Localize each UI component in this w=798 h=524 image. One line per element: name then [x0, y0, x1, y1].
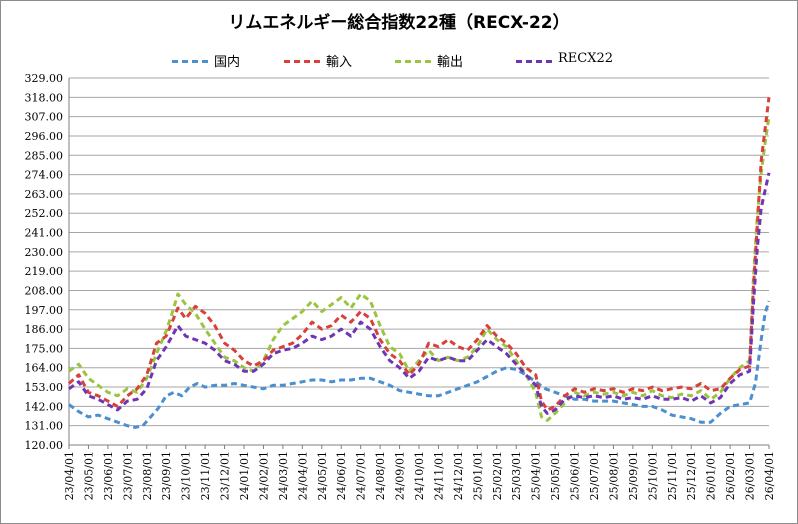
series-line-recx22 [68, 172, 771, 415]
legend-label-export: 輸出 [437, 55, 464, 70]
x-tick-label: 24/10/01 [413, 451, 426, 500]
x-tick-label: 24/05/01 [316, 451, 329, 500]
legend-swatch-import [284, 60, 320, 63]
y-tick-label: 208.00 [25, 284, 64, 297]
y-tick-label: 186.00 [25, 323, 64, 336]
x-tick-label: 25/12/01 [685, 451, 698, 500]
x-tick-label: 23/12/01 [219, 451, 232, 500]
legend-swatch-export [395, 60, 431, 63]
x-tick-label: 24/08/01 [374, 451, 387, 500]
x-tick-label: 24/01/01 [238, 451, 251, 500]
x-tick-label: 25/06/01 [569, 451, 582, 500]
x-tick-label: 26/04/01 [763, 451, 776, 500]
chart-title: リムエネルギー総合指数22種（RECX-22） [228, 13, 570, 33]
y-tick-label: 175.00 [25, 342, 64, 355]
y-tick-label: 164.00 [25, 362, 64, 375]
legend-label-domestic: 国内 [214, 55, 241, 70]
x-tick-label: 23/05/01 [82, 451, 95, 500]
x-tick-label: 23/06/01 [102, 451, 115, 500]
x-tick-label: 23/09/01 [160, 451, 173, 500]
x-tick-label: 25/03/01 [510, 451, 523, 500]
x-tick-label: 25/09/01 [627, 451, 640, 500]
x-tick-label: 23/10/01 [180, 451, 193, 500]
x-tick-label: 25/04/01 [530, 451, 543, 500]
series-line-domestic [68, 300, 771, 429]
x-tick-label: 26/03/01 [744, 451, 757, 500]
legend-label-recx22: RECX22 [558, 51, 614, 66]
y-tick-label: 296.00 [25, 130, 64, 143]
x-tick-label: 24/04/01 [296, 451, 309, 500]
x-tick-label: 24/02/01 [257, 451, 270, 500]
y-tick-label: 197.00 [25, 304, 64, 317]
x-tick-label: 24/12/01 [452, 451, 465, 500]
x-tick-label: 25/02/01 [491, 451, 504, 500]
legend-swatch-recx22 [516, 60, 552, 63]
x-tick-label: 25/05/01 [549, 451, 562, 500]
x-tick-label: 25/01/01 [471, 451, 484, 500]
y-tick-label: 285.00 [25, 149, 64, 162]
y-tick-label: 329.00 [25, 72, 64, 85]
y-tick-label: 252.00 [25, 207, 64, 220]
x-tick-label: 24/09/01 [394, 451, 407, 500]
legend-label-import: 輸入 [326, 55, 353, 70]
series-line-export [68, 116, 771, 422]
x-tick-label: 24/07/01 [355, 451, 368, 500]
y-tick-label: 263.00 [25, 188, 64, 201]
y-tick-label: 318.00 [25, 91, 64, 104]
y-tick-label: 241.00 [25, 227, 64, 240]
x-tick-label: 24/03/01 [277, 451, 290, 500]
y-tick-label: 131.00 [25, 420, 64, 433]
y-tick-label: 230.00 [25, 246, 64, 259]
x-tick-label: 23/11/01 [199, 451, 212, 500]
legend: 国内 輸入 輸出 RECX22 [0, 50, 798, 70]
x-tick-label: 23/07/01 [121, 451, 134, 500]
y-tick-label: 307.00 [25, 111, 64, 124]
x-tick-label: 25/10/01 [646, 451, 659, 500]
x-tick-label: 26/01/01 [705, 451, 718, 500]
x-tick-label: 25/08/01 [607, 451, 620, 500]
y-tick-label: 219.00 [25, 265, 64, 278]
x-tick-label: 26/02/01 [724, 451, 737, 500]
y-tick-label: 120.00 [25, 439, 64, 452]
x-tick-label: 25/07/01 [588, 451, 601, 500]
x-tick-label: 24/11/01 [432, 451, 445, 500]
legend-swatch-domestic [172, 60, 208, 63]
x-tick-label: 23/08/01 [141, 451, 154, 500]
y-tick-label: 153.00 [25, 381, 64, 394]
series-line-import [67, 97, 771, 412]
y-tick-label: 274.00 [25, 169, 64, 182]
x-tick-label: 23/04/01 [63, 451, 76, 500]
x-tick-label: 25/11/01 [666, 451, 679, 500]
x-tick-label: 24/06/01 [335, 451, 348, 500]
y-tick-label: 142.00 [25, 400, 64, 413]
